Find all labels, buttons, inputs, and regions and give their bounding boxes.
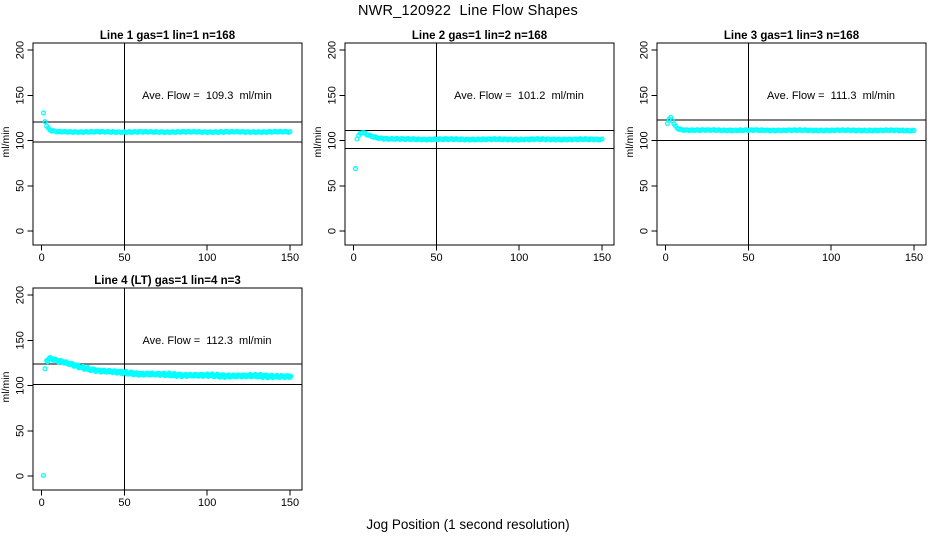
- data-point: [599, 136, 605, 142]
- x-tick-label: 0: [351, 252, 357, 264]
- y-tick-label: 150: [327, 86, 339, 104]
- panel-title: Line 4 (LT) gas=1 lin=4 n=3: [94, 275, 240, 287]
- y-tick-label: 50: [639, 180, 651, 192]
- data-point: [42, 366, 48, 372]
- y-tick-label: 0: [327, 228, 339, 234]
- x-tick-label: 50: [742, 252, 754, 264]
- x-tick-label: 0: [39, 497, 45, 509]
- panel-line-4: 0 50 100 150 200 0 50 100 150 ml/min Line 4 (LT) g…: [0, 270, 312, 515]
- panel-line-3: 0 50 100 150 200 0 50 100 150 ml/min Line 3 gas=1 …: [624, 25, 936, 270]
- data-point: [352, 166, 358, 172]
- ave-flow-annotation: Ave. Flow = 101.2 ml/min: [454, 90, 584, 102]
- ave-flow-annotation: Ave. Flow = 109.3 ml/min: [142, 90, 272, 102]
- data-point: [288, 373, 294, 379]
- panel-title: Line 1 gas=1 lin=1 n=168: [100, 30, 236, 42]
- panel-line-2: 0 50 100 150 200 0 50 100 150 ml/min Line 2 gas=1 …: [312, 25, 624, 270]
- data-point: [40, 110, 46, 116]
- y-tick-label: 100: [327, 131, 339, 149]
- y-tick-label: 50: [15, 425, 27, 437]
- line-1-chart: 0 50 100 150 200 0 50 100 150 ml/min Line 1 gas=1 …: [0, 30, 303, 264]
- x-tick-label: 50: [118, 497, 130, 509]
- y-tick-label: 150: [639, 86, 651, 104]
- x-tick-label: 0: [663, 252, 669, 264]
- line-4-chart: 0 50 100 150 200 0 50 100 150 ml/min Line 4 (LT) g…: [0, 275, 303, 509]
- data-point: [42, 119, 48, 125]
- y-tick-label: 150: [15, 331, 27, 349]
- y-axis-title: ml/min: [312, 126, 324, 157]
- x-tick-label: 100: [822, 252, 840, 264]
- y-tick-label: 100: [639, 131, 651, 149]
- plot-box: [32, 42, 303, 246]
- ave-flow-annotation: Ave. Flow = 112.3 ml/min: [143, 335, 272, 347]
- plot-box: [32, 287, 303, 491]
- y-tick-label: 150: [15, 86, 27, 104]
- x-axis-label: Jog Position (1 second resolution): [366, 517, 570, 532]
- panel-line-1: 0 50 100 150 200 0 50 100 150 ml/min Line 1 gas=1 …: [0, 25, 312, 270]
- y-tick-label: 100: [15, 376, 27, 394]
- x-tick-label: 100: [198, 497, 216, 509]
- x-tick-label: 150: [281, 497, 299, 509]
- y-tick-label: 0: [15, 228, 27, 234]
- plot-box: [344, 42, 615, 246]
- y-tick-label: 200: [639, 41, 651, 59]
- data-point: [40, 472, 46, 479]
- y-axis-title: ml/min: [0, 126, 12, 157]
- y-tick-label: 0: [15, 473, 27, 479]
- y-tick-label: 50: [15, 180, 27, 192]
- ave-flow-annotation: Ave. Flow = 111.3 ml/min: [767, 90, 895, 102]
- x-tick-label: 50: [430, 252, 442, 264]
- line-2-chart: 0 50 100 150 200 0 50 100 150 ml/min Line 2 gas=1 …: [312, 30, 615, 264]
- x-tick-label: 50: [118, 252, 130, 264]
- x-tick-label: 150: [281, 252, 299, 264]
- y-tick-label: 50: [327, 180, 339, 192]
- y-tick-label: 0: [639, 228, 651, 234]
- y-tick-label: 100: [15, 131, 27, 149]
- x-tick-label: 100: [510, 252, 528, 264]
- y-tick-label: 200: [15, 41, 27, 59]
- panel-title: Line 2 gas=1 lin=2 n=168: [412, 30, 548, 42]
- data-point: [664, 121, 670, 127]
- y-tick-label: 200: [327, 41, 339, 59]
- data-point: [287, 129, 293, 135]
- x-tick-label: 0: [39, 252, 45, 264]
- plot-box: [656, 42, 927, 246]
- x-tick-label: 150: [593, 252, 611, 264]
- x-tick-label: 150: [905, 252, 923, 264]
- data-point: [911, 128, 917, 134]
- x-tick-label: 100: [198, 252, 216, 264]
- y-tick-label: 200: [15, 286, 27, 304]
- panel-title: Line 3 gas=1 lin=3 n=168: [724, 30, 860, 42]
- y-axis-title: ml/min: [0, 371, 12, 402]
- y-axis-title: ml/min: [624, 126, 636, 157]
- figure-title: NWR_120922 Line Flow Shapes: [358, 3, 578, 19]
- line-3-chart: 0 50 100 150 200 0 50 100 150 ml/min Line 3 gas=1 …: [624, 30, 927, 264]
